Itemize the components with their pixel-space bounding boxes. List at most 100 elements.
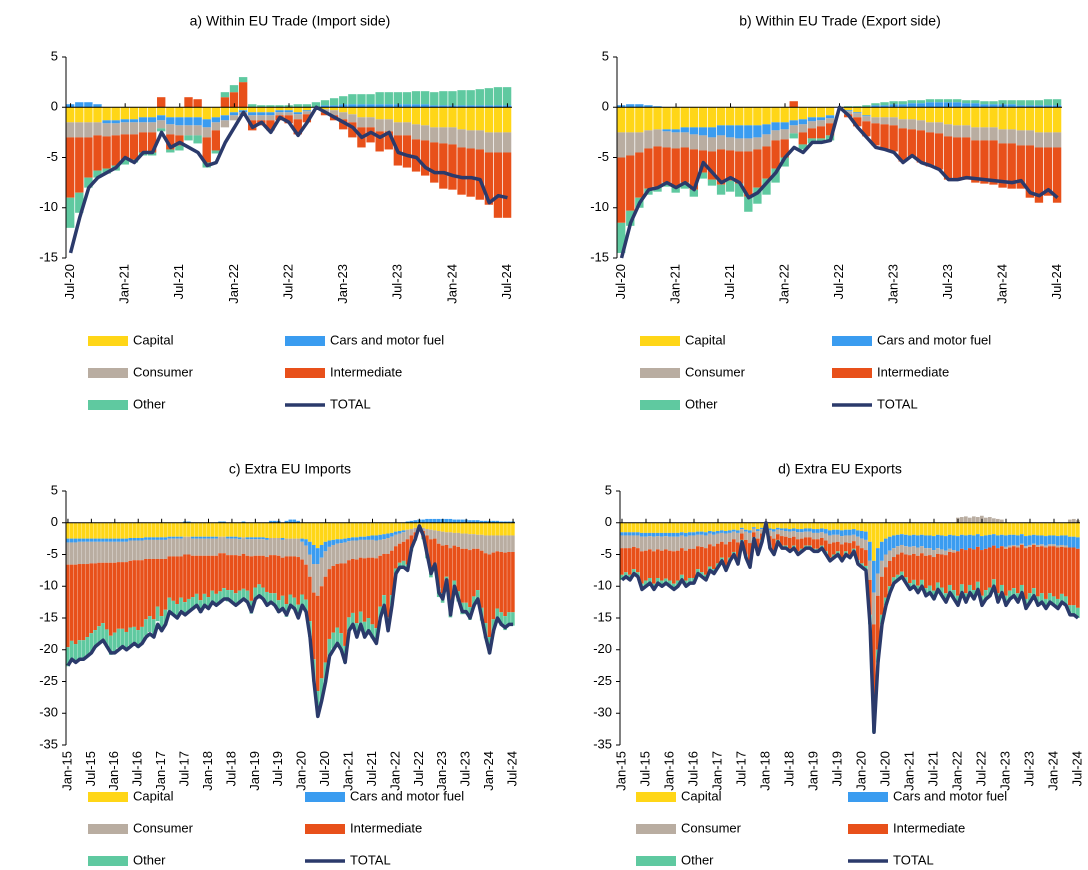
bar-segment — [752, 528, 756, 533]
bar-segment — [932, 550, 936, 558]
bar-segment — [155, 558, 160, 607]
x-tick-label: Jul-19 — [829, 751, 844, 786]
bar-segment — [636, 532, 640, 536]
bar-segment — [720, 522, 724, 531]
bar-segment — [936, 582, 940, 590]
bar-segment — [210, 536, 215, 539]
bar-segment — [503, 521, 507, 523]
bar-segment — [888, 560, 892, 587]
bar-segment — [293, 104, 302, 108]
bar-segment — [1043, 147, 1053, 196]
bar-segment — [249, 537, 254, 540]
bar-segment — [105, 541, 109, 563]
bar-segment — [688, 577, 692, 584]
bar-segment — [1007, 107, 1016, 130]
bar-segment — [499, 551, 503, 613]
bar-segment — [943, 136, 953, 180]
bar-segment — [66, 122, 75, 138]
bar-segment — [664, 532, 668, 537]
bar-segment — [800, 538, 804, 549]
bar-segment — [358, 539, 363, 558]
bar-segment — [257, 107, 266, 113]
bar-segment — [1052, 522, 1056, 536]
bar-segment — [479, 550, 484, 608]
bar-segment — [288, 538, 293, 557]
bar-segment — [343, 542, 347, 564]
bar-segment — [69, 522, 74, 539]
bar-segment — [653, 107, 662, 130]
bar-segment — [280, 539, 285, 558]
bar-segment — [89, 563, 94, 634]
bar-segment — [789, 120, 798, 126]
bar-segment — [972, 535, 976, 550]
bar-segment — [475, 548, 480, 591]
bar-segment — [304, 599, 308, 613]
bar-segment — [284, 522, 289, 539]
bar-segment — [920, 553, 924, 580]
bar-segment — [75, 102, 84, 108]
bar-segment — [275, 112, 284, 116]
bar-segment — [672, 583, 676, 590]
bar-segment — [397, 522, 402, 532]
bar-segment — [1004, 535, 1008, 547]
bar-segment — [748, 522, 752, 531]
bar-segment — [640, 536, 644, 552]
bar-segment — [1016, 145, 1025, 189]
bar-segment — [962, 137, 971, 180]
bar-segment — [989, 140, 998, 185]
bar-segment — [132, 540, 136, 561]
bar-segment — [1048, 593, 1052, 603]
bar-segment — [964, 550, 968, 594]
bar-segment — [644, 148, 653, 189]
bar-segment — [151, 539, 156, 559]
bar-segment — [660, 532, 664, 537]
bar-segment — [167, 522, 172, 537]
bar-segment — [339, 563, 343, 634]
bar-segment — [89, 522, 94, 539]
bar-segment — [934, 99, 944, 103]
bar-segment — [892, 577, 896, 584]
bar-segment — [370, 535, 375, 540]
bar-segment — [116, 628, 121, 648]
bar-segment — [140, 537, 144, 541]
bar-segment — [792, 531, 796, 537]
y-tick-label: 0 — [602, 99, 609, 114]
bar-segment — [689, 134, 699, 150]
bar-segment — [147, 616, 152, 632]
bar-segment — [704, 548, 708, 575]
bar-segment — [704, 522, 708, 533]
legend-label: Consumer — [133, 820, 194, 835]
bar-segment — [904, 554, 908, 578]
bar-segment — [472, 520, 476, 523]
bar-segment — [233, 593, 238, 606]
bar-segment — [984, 548, 988, 591]
bar-segment — [329, 98, 339, 106]
bar-segment — [864, 539, 868, 551]
bar-segment — [343, 538, 347, 543]
bar-segment — [968, 584, 972, 593]
bar-segment — [1052, 99, 1062, 106]
bar-segment — [265, 557, 269, 592]
bar-segment — [660, 550, 664, 581]
bar-segment — [916, 100, 926, 104]
bar-segment — [772, 538, 776, 552]
bar-segment — [708, 533, 712, 545]
bar-segment — [992, 534, 996, 546]
bar-segment — [676, 532, 680, 537]
bar-segment — [472, 522, 476, 535]
bar-segment — [880, 576, 884, 615]
bar-segment — [155, 522, 160, 538]
bar-segment — [206, 555, 211, 598]
bar-segment — [433, 518, 437, 523]
bar-segment — [81, 640, 86, 660]
bar-segment — [265, 539, 269, 558]
bar-segment — [269, 537, 273, 556]
bar-segment — [93, 563, 97, 631]
bar-segment — [972, 522, 976, 536]
bar-segment — [620, 535, 624, 549]
bar-segment — [370, 539, 375, 558]
bar-segment — [362, 539, 367, 559]
bar-segment — [740, 533, 744, 540]
bar-segment — [776, 534, 780, 540]
bar-segment — [120, 538, 125, 542]
